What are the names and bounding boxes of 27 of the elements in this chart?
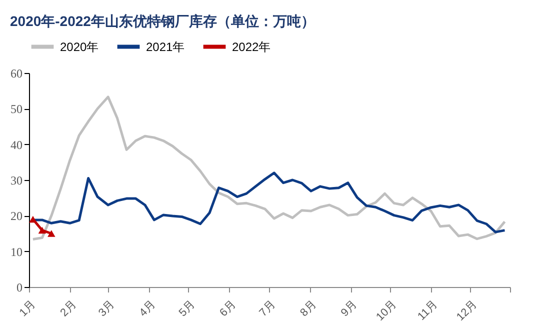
x-tick-label: 10月 bbox=[374, 298, 400, 324]
x-tick-label: 11月 bbox=[416, 298, 440, 323]
x-tick-label: 3月 bbox=[96, 298, 118, 320]
y-tick-label: 10 bbox=[10, 244, 22, 259]
legend-label: 2022年 bbox=[232, 40, 271, 54]
chart-title: 2020年-2022年山东优特钢厂库存（单位：万吨） bbox=[10, 13, 315, 29]
y-tick-label: 60 bbox=[10, 66, 22, 80]
x-tick-label: 5月 bbox=[176, 298, 198, 320]
point bbox=[48, 230, 56, 237]
legend-label: 2020年 bbox=[60, 40, 99, 54]
legend-label: 2021年 bbox=[146, 40, 185, 54]
x-tick-label: 2月 bbox=[58, 298, 79, 320]
y-tick-label: 30 bbox=[10, 174, 22, 188]
point bbox=[29, 216, 37, 223]
x-tick-label: 6月 bbox=[218, 298, 238, 320]
x-tick-label: 9月 bbox=[338, 298, 360, 320]
y-tick-label: 0 bbox=[16, 280, 22, 294]
point bbox=[38, 226, 46, 234]
x-tick-label: 12月 bbox=[454, 298, 480, 324]
x-tick-label: 1月 bbox=[17, 298, 38, 320]
y-tick-label: 40 bbox=[10, 138, 22, 152]
x-tick-label: 8月 bbox=[298, 298, 319, 320]
line-series bbox=[32, 96, 506, 240]
y-tick-label: 50 bbox=[10, 102, 22, 116]
y-tick-label: 20 bbox=[10, 209, 22, 224]
x-tick-label: 7月 bbox=[257, 298, 278, 320]
x-tick-label: 4月 bbox=[137, 298, 158, 320]
